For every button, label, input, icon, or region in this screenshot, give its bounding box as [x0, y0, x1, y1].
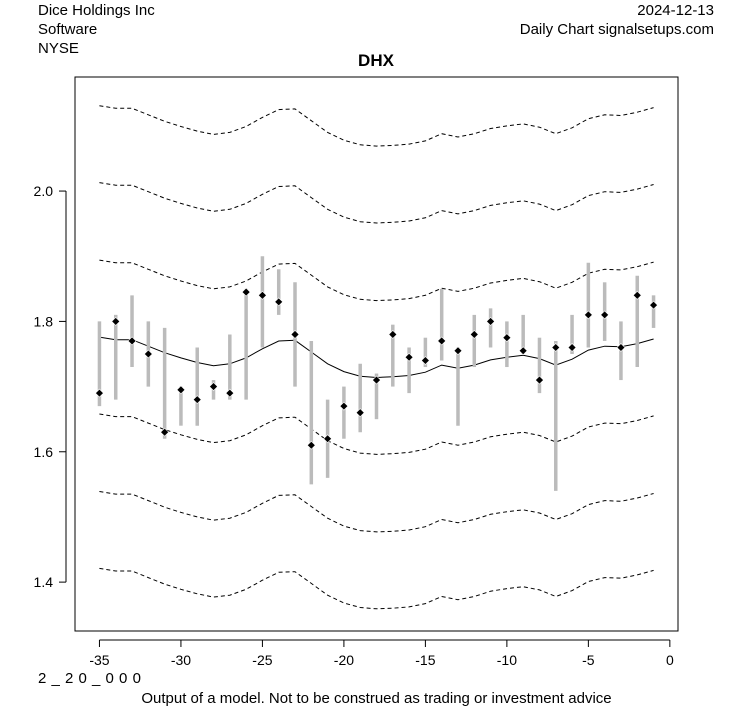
close-marker — [437, 336, 447, 346]
model-bands — [99, 105, 654, 610]
y-tick-label: 1.6 — [34, 444, 54, 460]
plot-frame — [74, 76, 679, 632]
close-marker — [616, 343, 626, 352]
close-marker — [176, 385, 186, 395]
close-marker — [143, 349, 153, 359]
close-marker — [111, 316, 121, 326]
band-line — [99, 182, 654, 224]
band-line — [99, 259, 654, 302]
y-tick-label: 2.0 — [34, 183, 54, 199]
x-tick-label: -25 — [252, 652, 272, 668]
close-marker — [241, 287, 251, 297]
x-tick-label: -10 — [497, 652, 517, 668]
close-marker — [95, 388, 104, 398]
close-marker — [453, 346, 463, 356]
close-marker — [404, 352, 414, 362]
close-marker — [355, 408, 365, 418]
x-tick-label: -5 — [582, 652, 595, 668]
company-name: Dice Holdings Inc — [38, 2, 155, 19]
close-marker — [632, 290, 642, 300]
close-marker — [502, 333, 512, 343]
band-line — [99, 105, 654, 147]
close-marker — [274, 297, 284, 307]
chart-source: Daily Chart signalsetups.com — [519, 21, 714, 38]
close-marker — [649, 300, 658, 310]
close-marker — [225, 388, 235, 398]
disclaimer: Output of a model. Not to be construed a… — [141, 690, 612, 707]
band-line — [99, 491, 654, 533]
close-marker — [306, 440, 316, 450]
x-tick-label: -35 — [89, 652, 109, 668]
exchange-label: NYSE — [38, 40, 79, 57]
close-marker — [518, 346, 528, 356]
close-marker — [160, 427, 170, 437]
band-line — [99, 413, 654, 455]
x-tick-label: -20 — [334, 652, 354, 668]
close-marker — [209, 382, 218, 392]
close-marker — [583, 310, 593, 320]
model-code: 2 _ 2 0 _ 0 0 0 — [38, 670, 142, 687]
close-marker — [323, 434, 333, 444]
close-marker — [600, 310, 610, 320]
sector-label: Software — [38, 21, 98, 38]
chart-title: DHX — [358, 51, 395, 70]
close-marker — [372, 375, 381, 385]
close-marker — [127, 336, 137, 346]
close-marker — [290, 330, 300, 339]
y-tick-label: 1.4 — [34, 574, 54, 590]
close-markers — [95, 287, 658, 450]
x-tick-label: -15 — [415, 652, 435, 668]
x-tick-label: -30 — [171, 652, 191, 668]
close-marker — [257, 290, 267, 300]
close-marker — [469, 330, 479, 339]
x-tick-label: 0 — [666, 652, 674, 668]
axes: -35 -30 -25 -20 -15 -10 -5 0 1.4 1.6 1.8 2.0 — [34, 183, 674, 668]
range-bars — [97, 256, 656, 491]
band-line — [99, 567, 654, 610]
y-tick-label: 1.8 — [34, 313, 54, 329]
close-marker — [551, 343, 561, 352]
close-marker — [388, 330, 398, 339]
close-marker — [535, 375, 544, 385]
close-marker — [486, 316, 496, 326]
close-marker — [567, 343, 577, 352]
chart-date: 2024-12-13 — [637, 2, 714, 19]
close-marker — [339, 401, 349, 411]
close-marker — [420, 356, 430, 365]
close-marker — [192, 395, 202, 405]
